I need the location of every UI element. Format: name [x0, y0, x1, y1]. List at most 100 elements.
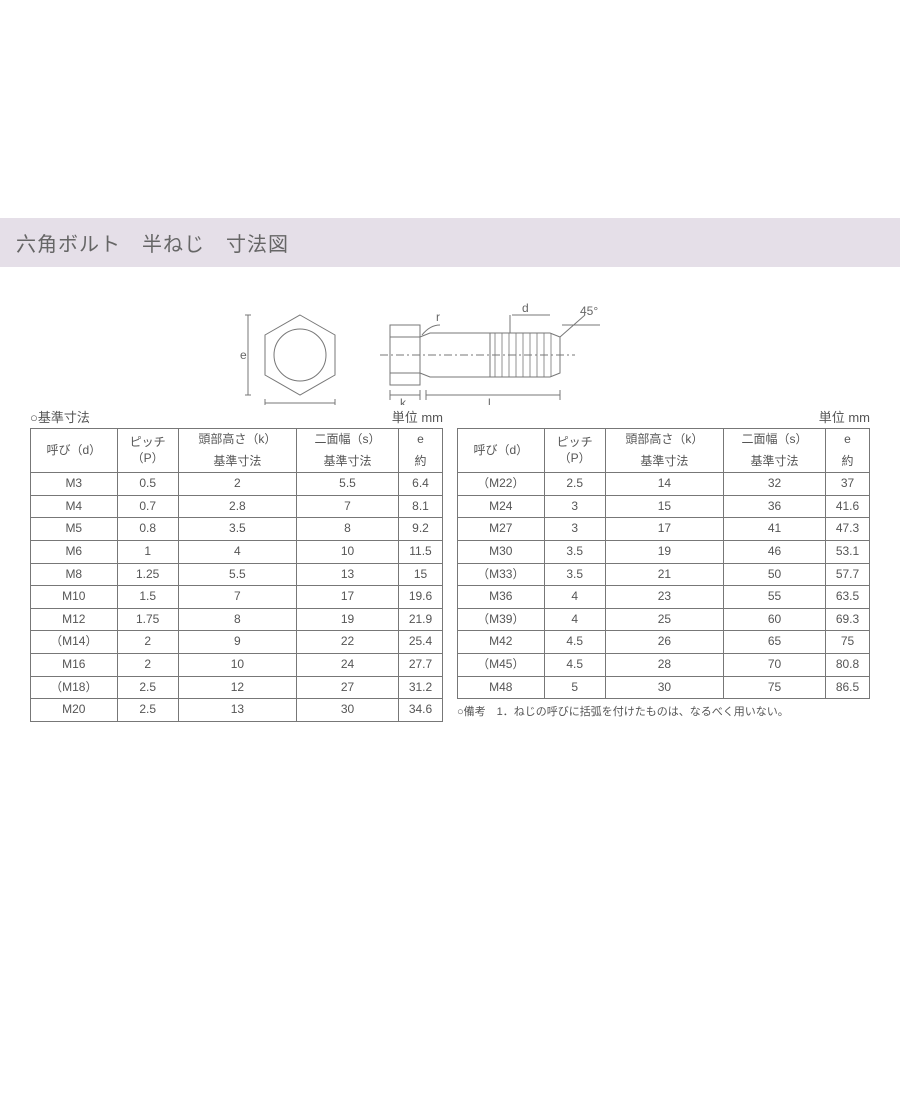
table-cell: 0.7	[117, 495, 178, 518]
table-cell: 2	[117, 631, 178, 654]
page-title: 六角ボルト 半ねじ 寸法図	[16, 234, 289, 256]
table-cell: 63.5	[826, 586, 870, 609]
spec-table-right: 呼び（d） ピッチ（P） 頭部高さ（k） 二面幅（s） e 基準寸法 基準寸法 …	[457, 428, 870, 699]
table-cell: 75	[724, 676, 826, 699]
table-row: M202.5133034.6	[31, 699, 443, 722]
table-cell: M30	[458, 540, 545, 563]
table-cell: M8	[31, 563, 118, 586]
table-cell: 30	[297, 699, 399, 722]
table-cell: 17	[605, 518, 723, 541]
table-cell: 21	[605, 563, 723, 586]
unit-right: 単位 mm	[819, 407, 870, 426]
table-cell: （M45）	[458, 653, 545, 676]
table-cell: 19	[297, 608, 399, 631]
table-cell: 5.5	[297, 473, 399, 496]
table-cell: M48	[458, 676, 545, 699]
table-row: M121.7581921.9	[31, 608, 443, 631]
table-head: 呼び（d） ピッチ（P） 頭部高さ（k） 二面幅（s） e 基準寸法 基準寸法 …	[31, 429, 443, 473]
table-cell: 13	[297, 563, 399, 586]
table-cell: 7	[178, 586, 296, 609]
table-cell: 3.5	[178, 518, 296, 541]
table-cell: 60	[724, 608, 826, 631]
table-cell: （M22）	[458, 473, 545, 496]
table-cell: M4	[31, 495, 118, 518]
table-cell: 27	[297, 676, 399, 699]
table-cell: 10	[297, 540, 399, 563]
table-cell: 1.5	[117, 586, 178, 609]
table-cell: 8.1	[399, 495, 443, 518]
table-cell: 4	[544, 586, 605, 609]
table-cell: 25	[605, 608, 723, 631]
table-cell: 5	[544, 676, 605, 699]
table-cell: 41.6	[826, 495, 870, 518]
table-row: M364235563.5	[458, 586, 870, 609]
table-cell: 1	[117, 540, 178, 563]
table-row: M30.525.56.4	[31, 473, 443, 496]
table-row: M50.83.589.2	[31, 518, 443, 541]
table-cell: 2	[117, 653, 178, 676]
left-table-block: ○基準寸法 単位 mm 呼び（d） ピッチ（P） 頭部高さ（k） 二面幅（s） …	[30, 407, 443, 722]
table-cell: 2	[178, 473, 296, 496]
diagram-label-angle: 45°	[580, 304, 598, 318]
table-cell: 12	[178, 676, 296, 699]
table-cell: 15	[605, 495, 723, 518]
table-cell: 70	[724, 653, 826, 676]
tables-container: ○基準寸法 単位 mm 呼び（d） ピッチ（P） 頭部高さ（k） 二面幅（s） …	[0, 407, 900, 722]
table-cell: 32	[724, 473, 826, 496]
table-cell: 13	[178, 699, 296, 722]
table-row: （M18）2.5122731.2	[31, 676, 443, 699]
table-cell: 28	[605, 653, 723, 676]
table-cell: 47.3	[826, 518, 870, 541]
table-cell: M5	[31, 518, 118, 541]
table-cell: 23	[605, 586, 723, 609]
table-cell: 3	[544, 518, 605, 541]
table-cell: 22	[297, 631, 399, 654]
table-cell: 4.5	[544, 631, 605, 654]
table-row: （M39）4256069.3	[458, 608, 870, 631]
table-head: 呼び（d） ピッチ（P） 頭部高さ（k） 二面幅（s） e 基準寸法 基準寸法 …	[458, 429, 870, 473]
table-row: M40.72.878.1	[31, 495, 443, 518]
table-cell: 7	[297, 495, 399, 518]
table-cell: 11.5	[399, 540, 443, 563]
table-cell: 24	[297, 653, 399, 676]
table-row: （M45）4.5287080.8	[458, 653, 870, 676]
diagram-label-k: k	[400, 396, 407, 405]
table-cell: 3.5	[544, 563, 605, 586]
bolt-diagram: e s k l d r 45°	[0, 267, 900, 407]
table-cell: 41	[724, 518, 826, 541]
table-cell: M36	[458, 586, 545, 609]
table-cell: 37	[826, 473, 870, 496]
table-cell: 14	[605, 473, 723, 496]
table-cell: 5.5	[178, 563, 296, 586]
right-table-block: 単位 mm 呼び（d） ピッチ（P） 頭部高さ（k） 二面幅（s） e 基準寸法…	[457, 407, 870, 722]
spec-table-left: 呼び（d） ピッチ（P） 頭部高さ（k） 二面幅（s） e 基準寸法 基準寸法 …	[30, 428, 443, 722]
table-cell: 65	[724, 631, 826, 654]
table-body-right: （M22）2.5143237M243153641.6M273174147.3M3…	[458, 473, 870, 699]
table-body-left: M30.525.56.4M40.72.878.1M50.83.589.2M614…	[31, 473, 443, 722]
table-row: M81.255.51315	[31, 563, 443, 586]
table-row: （M33）3.5215057.7	[458, 563, 870, 586]
table-cell: M12	[31, 608, 118, 631]
table-cell: 4	[178, 540, 296, 563]
diagram-label-r: r	[436, 310, 440, 324]
table-cell: 8	[297, 518, 399, 541]
table-row: （M14）292225.4	[31, 631, 443, 654]
table-cell: 4	[544, 608, 605, 631]
table-row: M485307586.5	[458, 676, 870, 699]
table-cell: 86.5	[826, 676, 870, 699]
table-cell: M16	[31, 653, 118, 676]
table-cell: M27	[458, 518, 545, 541]
table-cell: 2.5	[544, 473, 605, 496]
table-cell: 25.4	[399, 631, 443, 654]
table-cell: 6.4	[399, 473, 443, 496]
table-cell: （M18）	[31, 676, 118, 699]
table-cell: 30	[605, 676, 723, 699]
table-cell: 69.3	[826, 608, 870, 631]
table-cell: 3.5	[544, 540, 605, 563]
table-cell: M20	[31, 699, 118, 722]
diagram-label-e: e	[240, 348, 247, 362]
table-row: M162102427.7	[31, 653, 443, 676]
caption-left: ○基準寸法	[30, 407, 90, 426]
table-cell: 10	[178, 653, 296, 676]
table-cell: 21.9	[399, 608, 443, 631]
